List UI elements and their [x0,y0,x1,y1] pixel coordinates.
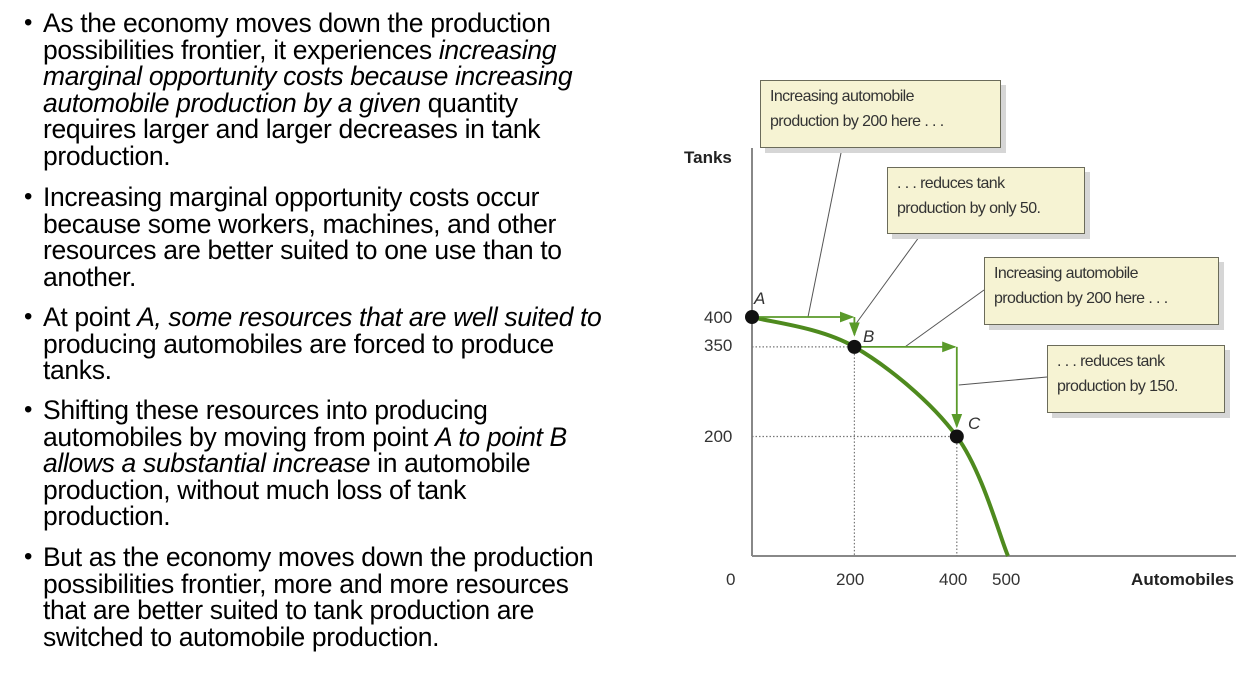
text-segment: As the economy moves down the production [43,8,551,38]
annotation-box: . . . reduces tank production by 150. [1047,345,1225,413]
text-segment: requires larger and larger decreases in … [43,114,541,144]
text-segment: possibilities frontier, more and more re… [43,568,569,599]
leader-line [958,376,1048,386]
text-segment: Shifting these resources into producing [43,395,488,425]
bullet-icon: • [24,303,33,330]
text-segment: Increasing marginal opportunity costs oc… [43,182,540,212]
ppf-curve [751,315,1010,557]
annotation-text: production by 200 here . . . [770,113,944,130]
bullet-line: Increasing marginal opportunity costs oc… [43,184,539,211]
bullet-line: producing automobiles are forced to prod… [43,328,554,359]
x-tick-label: 200 [836,570,865,589]
bullet-line: As the economy moves down the production [43,8,551,38]
leader-line [854,232,923,326]
bullet-icon: • [24,396,33,423]
bullet-line: But as the economy moves down the produc… [43,542,594,572]
text-segment: allows a substantial increase [43,448,371,478]
x-axis-label: Automobiles [1131,570,1234,589]
text-segment: production. [43,501,171,531]
annotation-box: . . . reduces tank production by only 50… [887,167,1085,234]
text-segment: production, without much loss of tank [43,474,467,505]
bullet-line: possibilities frontier, more and more re… [43,568,569,599]
bullet-line: another. [43,261,136,292]
bullet-list: • As the economy moves down the productio… [24,8,602,652]
bullet-line: because some workers, machines, and othe… [43,208,556,239]
x-tick-label: 0 [726,570,736,589]
bullet-line: requires larger and larger decreases in … [43,114,541,144]
bullet-line: switched to automobile production. [43,621,440,652]
annotation-text: Increasing automobile [770,88,915,105]
text-segment: production. [43,140,171,171]
annotation-text: production by 200 here . . . [994,290,1168,307]
point-b [847,339,862,354]
text-segment: A, some resources that are well suited t… [137,302,602,332]
y-tick-label: 400 [704,308,733,327]
bullet-icon: • [24,543,33,570]
leader-line [807,147,843,318]
bullet-icon: • [24,9,33,36]
bullet-line: automobile production by a given quantit… [43,87,518,118]
x-tick-label: 400 [939,570,968,589]
text-segment: another. [43,261,136,292]
point-label-c: C [968,414,981,433]
y-axis-label: Tanks [684,148,732,167]
annotation-text: . . . reduces tank [897,175,1005,192]
text-segment: in automobile [370,448,531,478]
bullet-line: production. [43,501,171,531]
x-tick-label: 500 [992,570,1021,589]
annotation-text: production by only 50. [897,200,1041,217]
text-segment: possibilities frontier, it experiences [43,34,439,65]
bullet-line: At point A, some resources that are well… [43,302,602,332]
leader-line [904,289,985,348]
y-tick-label: 350 [704,336,733,355]
text-segment: But as the economy moves down the produc… [43,542,594,572]
bullet-line: marginal opportunity costs because incre… [43,61,573,91]
text-segment: tanks. [43,355,112,385]
bullet-line: that are better suited to tank productio… [43,597,534,624]
text-segment: automobile production by a given [43,87,421,118]
annotation-text: . . . reduces tank [1057,353,1165,370]
annotation-box: Increasing automobile production by 200 … [984,257,1219,325]
annotation-box: Increasing automobile production by 200 … [760,80,1001,148]
y-tick-label: 200 [704,427,733,446]
point-label-a: A [754,289,766,308]
text-segment: increasing [438,34,557,65]
bullet-line: automobiles by moving from point A to po… [43,421,567,452]
bullet-icon: • [24,183,33,210]
text-segment: resources are better suited to one use t… [43,235,562,265]
text-segment: At point [43,302,138,332]
text-segment: automobiles by moving from point [43,421,436,452]
text-segment: A to point B [435,421,567,452]
text-segment: marginal opportunity costs because incre… [43,61,573,91]
bullet-line: Shifting these resources into producing [43,397,488,424]
text-segment: producing automobiles are forced to prod… [43,328,554,359]
bullet-line: possibilities frontier, it experiences i… [43,34,557,65]
annotation-text: Increasing automobile [994,265,1139,282]
text-segment: because some workers, machines, and othe… [43,208,556,239]
point-a [745,310,759,324]
bullet-line: allows a substantial increase in automob… [43,448,531,478]
bullet-line: production, without much loss of tank [43,474,467,505]
point-label-b: B [863,327,875,346]
point-c [949,429,964,444]
ppf-chart: Tanks Automobiles 0 200 400 500 400 350 … [676,0,1246,676]
bullet-line: production. [43,140,171,171]
text-segment: that are better suited to tank productio… [43,595,535,625]
bullet-line: tanks. [43,357,112,384]
text-segment: quantity [420,87,518,118]
chart-canvas [745,147,1236,557]
annotation-text: production by 150. [1057,378,1178,395]
bullet-line: resources are better suited to one use t… [43,237,562,264]
text-segment: switched to automobile production. [43,621,440,652]
